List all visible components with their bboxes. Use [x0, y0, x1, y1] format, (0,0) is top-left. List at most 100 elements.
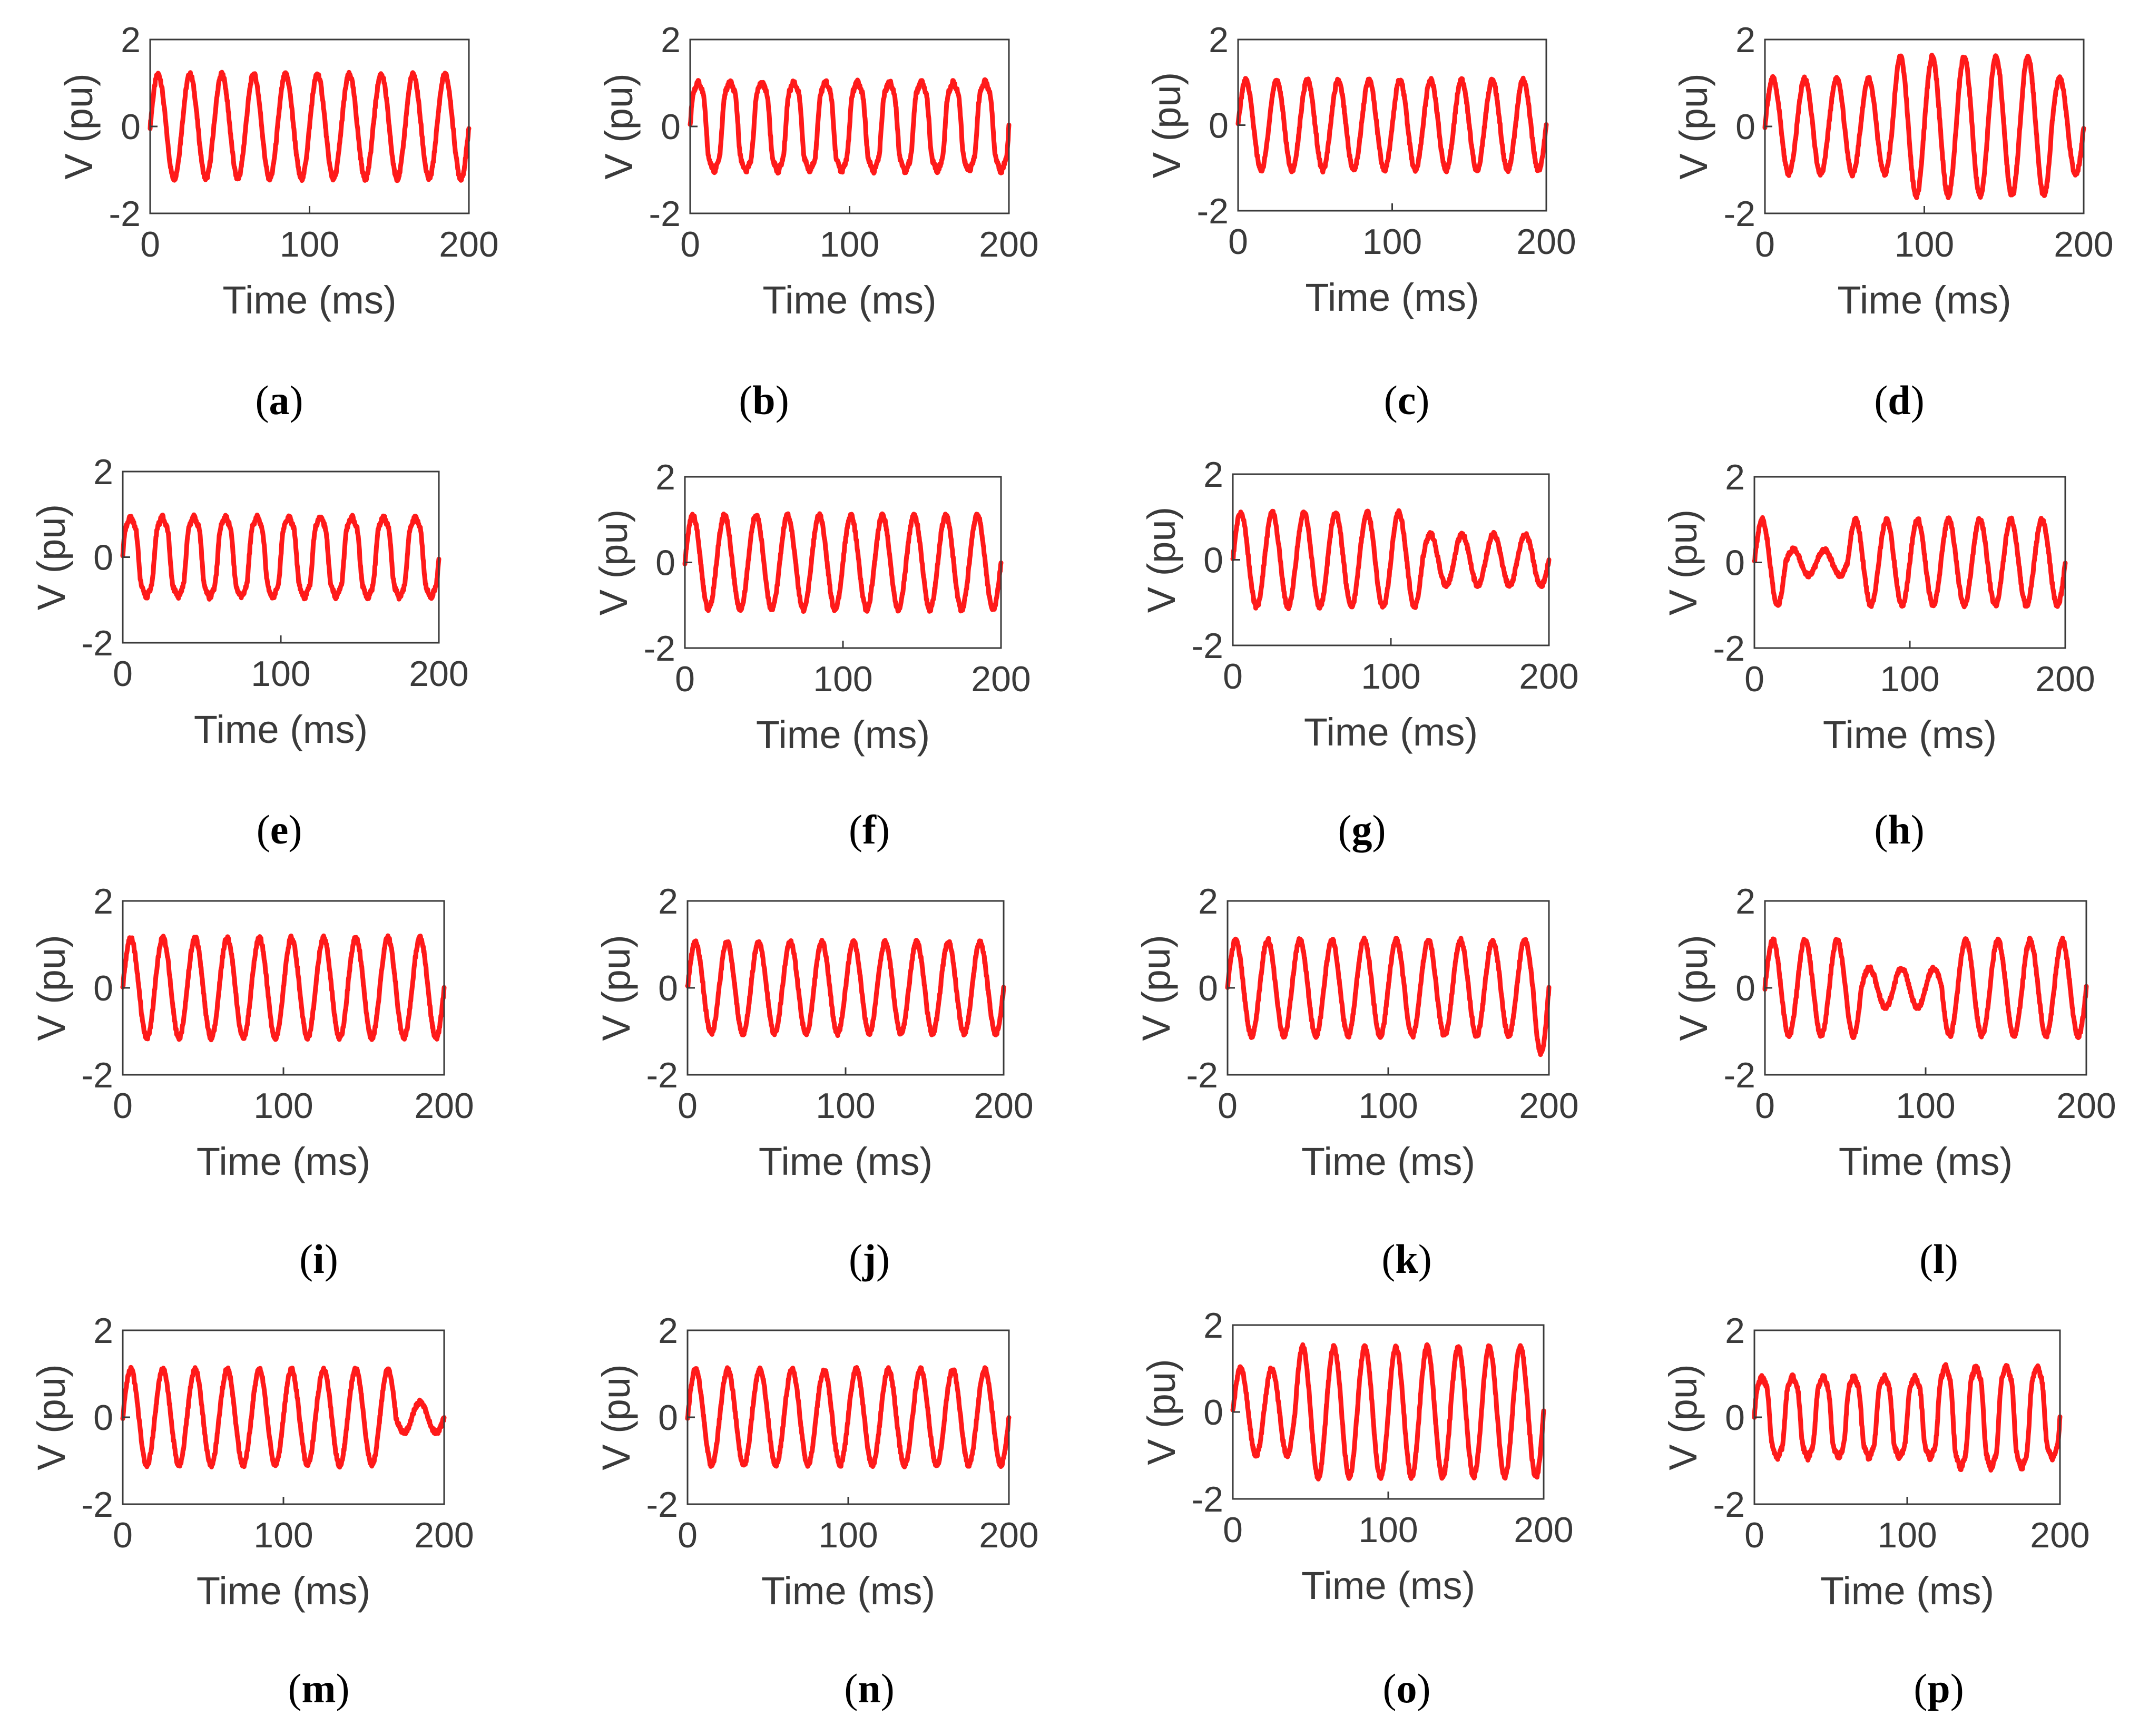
- y-tick-label: -2: [644, 629, 675, 669]
- x-axis-label: Time (ms): [761, 1569, 935, 1613]
- y-tick-label: -2: [1197, 191, 1229, 231]
- caption-letter: j: [862, 1236, 876, 1282]
- caption-close: ): [775, 377, 789, 423]
- y-tick-label: 2: [1735, 881, 1755, 921]
- y-tick-label: 2: [1209, 20, 1229, 60]
- x-axis-label: Time (ms): [1837, 278, 2011, 322]
- series-line-p: [1752, 1362, 2063, 1473]
- x-tick-label: 200: [979, 1515, 1038, 1555]
- caption-close: ): [880, 1665, 895, 1711]
- x-tick-label: 200: [974, 1086, 1033, 1126]
- series-line-b: [688, 77, 1012, 176]
- y-axis-label: V (pu): [30, 1364, 73, 1470]
- caption-letter: i: [313, 1236, 325, 1282]
- caption-letter: e: [270, 807, 289, 852]
- caption-close: ): [336, 1665, 350, 1711]
- caption-letter: c: [1397, 377, 1416, 423]
- x-tick-label: 0: [1218, 1086, 1238, 1126]
- caption-close: ): [1418, 1236, 1432, 1282]
- y-axis-label: V (pu): [594, 1364, 638, 1470]
- series-line-h: [1752, 515, 2068, 610]
- x-tick-label: 200: [2054, 224, 2113, 264]
- x-tick-label: 100: [1358, 1510, 1418, 1550]
- y-axis-label: V (pu): [1140, 507, 1183, 613]
- x-tick-label: 200: [1519, 1086, 1578, 1126]
- y-axis-label: V (pu): [1661, 1364, 1705, 1470]
- y-tick-label: 2: [655, 457, 675, 497]
- y-tick-label: 2: [93, 1311, 113, 1351]
- x-tick-label: 200: [409, 654, 468, 694]
- y-tick-label: -2: [649, 194, 681, 234]
- x-tick-label: 100: [253, 1086, 313, 1126]
- x-tick-label: 0: [1223, 656, 1243, 697]
- y-axis-label: V (pu): [592, 509, 635, 616]
- x-tick-label: 0: [1228, 222, 1248, 262]
- y-axis-label: V (pu): [1672, 73, 1715, 180]
- series-line-g: [1230, 508, 1552, 612]
- x-tick-label: 0: [1755, 1086, 1775, 1126]
- caption-letter: o: [1396, 1665, 1417, 1711]
- y-tick-label: -2: [646, 1485, 678, 1525]
- x-tick-label: 200: [979, 224, 1038, 264]
- caption-c: (c): [1249, 377, 1565, 424]
- x-tick-label: 100: [1362, 222, 1422, 262]
- x-axis-label: Time (ms): [759, 1140, 933, 1183]
- y-axis-label: V (pu): [594, 935, 638, 1041]
- caption-letter: b: [752, 377, 776, 423]
- caption-letter: d: [1888, 377, 1911, 423]
- y-tick-label: 0: [1725, 1398, 1745, 1438]
- caption-letter: a: [269, 377, 290, 423]
- caption-open: (: [255, 377, 269, 423]
- x-tick-label: 100: [818, 1515, 878, 1555]
- series-line-o: [1230, 1342, 1546, 1482]
- y-tick-label: 2: [658, 1311, 678, 1351]
- y-tick-label: -2: [1192, 1479, 1223, 1519]
- series-line-j: [685, 938, 1006, 1038]
- y-tick-label: 2: [1198, 881, 1218, 921]
- caption-open: (: [739, 377, 753, 423]
- caption-letter: m: [301, 1665, 336, 1711]
- caption-close: ): [1416, 377, 1430, 423]
- caption-letter: p: [1927, 1665, 1950, 1711]
- x-axis-label: Time (ms): [194, 708, 368, 751]
- series-line-k: [1225, 935, 1552, 1057]
- caption-o: (o): [1249, 1665, 1565, 1712]
- x-axis-label: Time (ms): [1820, 1569, 1994, 1613]
- x-axis-label: Time (ms): [1301, 1140, 1475, 1183]
- x-tick-label: 100: [1361, 656, 1420, 697]
- x-tick-label: 200: [1516, 222, 1576, 262]
- y-tick-label: -2: [1713, 1485, 1745, 1525]
- x-tick-label: 0: [1223, 1510, 1243, 1550]
- x-tick-label: 0: [1755, 224, 1775, 264]
- y-tick-label: -2: [82, 1055, 113, 1095]
- caption-close: ): [1910, 807, 1925, 852]
- caption-i: (i): [161, 1235, 477, 1283]
- caption-open: (: [849, 807, 862, 852]
- caption-open: (: [256, 807, 270, 852]
- x-tick-label: 100: [251, 654, 310, 694]
- y-tick-label: 0: [1725, 543, 1745, 583]
- x-tick-label: 200: [439, 224, 498, 264]
- x-tick-label: 200: [1514, 1510, 1573, 1550]
- caption-open: (: [1381, 1236, 1396, 1282]
- y-tick-label: 0: [655, 543, 675, 583]
- caption-p: (p): [1781, 1665, 2097, 1712]
- y-tick-label: 0: [93, 968, 113, 1008]
- x-tick-label: 100: [1880, 659, 1939, 699]
- y-axis-label: V (pu): [1140, 1359, 1183, 1465]
- caption-n: (n): [711, 1665, 1027, 1712]
- x-axis-label: Time (ms): [222, 278, 396, 322]
- caption-close: ): [1910, 377, 1925, 423]
- x-tick-label: 100: [816, 1086, 875, 1126]
- caption-letter: f: [862, 807, 876, 852]
- y-tick-label: 0: [658, 1398, 678, 1438]
